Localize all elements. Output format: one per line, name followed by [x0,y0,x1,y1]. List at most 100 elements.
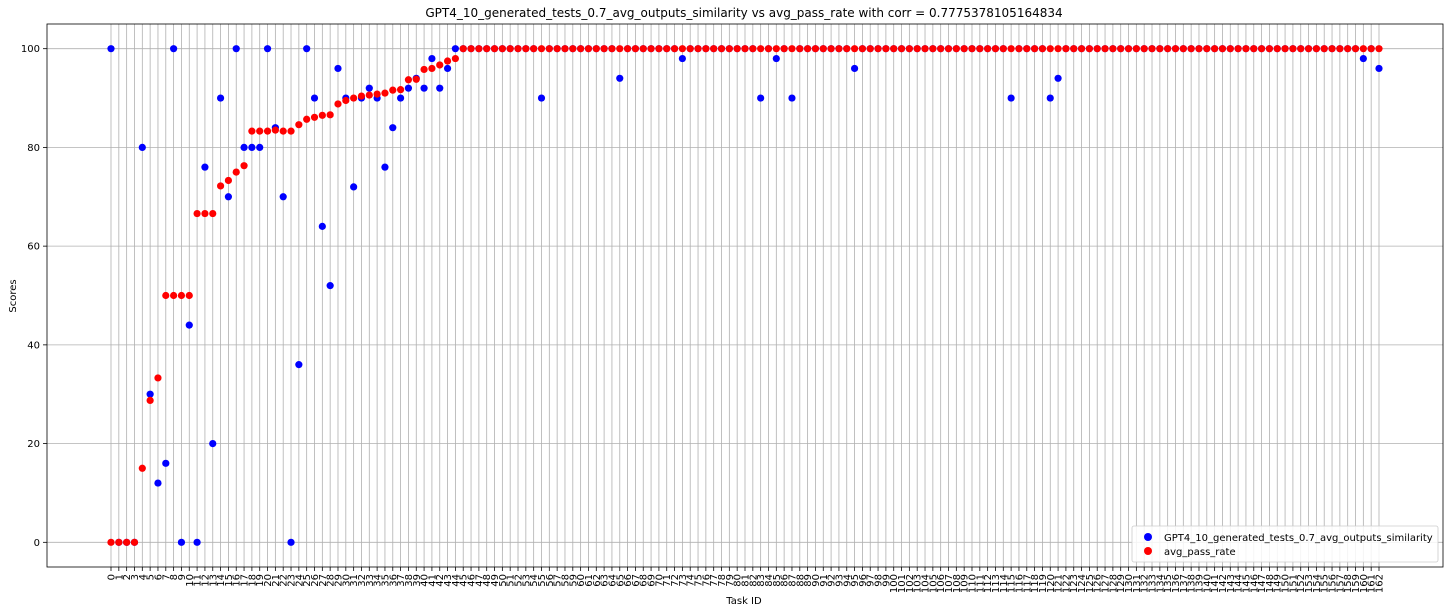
point-avg-pass-rate [138,464,146,472]
x-tick-label: 14 [216,574,227,587]
point-avg-pass-rate [170,291,178,300]
x-tick-label: 54 [529,574,540,587]
point-avg-pass-rate [428,64,436,73]
x-tick-label: 114 [999,574,1010,593]
legend-box [1131,525,1439,563]
x-tick-label: 139 [1194,574,1205,593]
point-outputs-similarity [209,439,217,448]
point-outputs-similarity [107,45,115,53]
x-tick-label: 161 [1367,574,1378,593]
x-tick-label: 91 [819,574,830,587]
x-tick-label: 8 [169,574,180,580]
y-axis-label: Scores [8,279,19,312]
point-avg-pass-rate [404,76,413,84]
point-avg-pass-rate [514,45,522,53]
point-avg-pass-rate [1304,45,1313,53]
point-outputs-similarity [216,94,225,102]
point-avg-pass-rate [256,127,264,135]
x-tick-label: 106 [936,574,947,593]
point-outputs-similarity [154,479,162,487]
x-tick-label: 51 [506,574,517,587]
x-tick-label: 70 [654,574,665,587]
x-tick-label: 108 [952,574,963,593]
x-tick-label: 55 [537,574,548,587]
point-avg-pass-rate [577,45,585,53]
point-avg-pass-rate [1265,45,1274,53]
x-tick-label: 115 [1007,574,1018,593]
point-avg-pass-rate [835,45,843,53]
x-tick-label: 104 [921,574,932,593]
x-tick-label: 30 [341,574,352,587]
point-avg-pass-rate [1344,45,1352,53]
x-tick-label: 5 [146,574,157,580]
point-avg-pass-rate [483,45,491,53]
point-avg-pass-rate [561,45,569,53]
x-tick-label: 10 [185,574,196,587]
point-avg-pass-rate [991,45,1000,53]
point-outputs-similarity [303,45,311,53]
point-avg-pass-rate [905,45,913,53]
point-avg-pass-rate [1336,45,1344,53]
x-tick-label: 153 [1304,574,1315,593]
point-avg-pass-rate [1375,45,1383,53]
point-avg-pass-rate [1164,45,1172,53]
x-tick-label: 97 [866,574,877,587]
point-outputs-similarity [146,390,154,398]
x-tick-label: 33 [365,574,376,587]
point-avg-pass-rate [647,45,655,53]
x-tick-label: 125 [1085,574,1096,593]
point-outputs-similarity [1046,94,1054,102]
point-outputs-similarity [318,222,326,230]
point-avg-pass-rate [443,57,452,65]
x-tick-label: 28 [326,574,337,587]
point-avg-pass-rate [530,45,538,53]
point-outputs-similarity [772,54,780,63]
x-tick-label: 141 [1210,574,1221,593]
x-tick-label: 99 [881,574,892,587]
x-tick-label: 62 [592,574,603,587]
point-avg-pass-rate [1187,45,1195,53]
point-outputs-similarity [295,361,303,369]
point-avg-pass-rate [381,89,389,97]
x-tick-label: 98 [874,574,885,587]
point-avg-pass-rate [365,91,373,99]
x-tick-label: 81 [741,574,752,587]
point-avg-pass-rate [796,45,804,53]
point-outputs-similarity [334,64,342,73]
x-tick-label: 42 [435,574,446,587]
chart-title: GPT4_10_generated_tests_0.7_avg_outputs_… [425,6,1062,20]
point-outputs-similarity [232,45,240,53]
point-avg-pass-rate [584,45,593,53]
x-tick-label: 73 [678,574,689,587]
point-avg-pass-rate [146,396,154,404]
point-outputs-similarity [616,74,624,82]
point-avg-pass-rate [1046,45,1054,53]
y-tick-label: 60 [27,242,40,253]
x-tick-label: 20 [263,574,274,587]
point-avg-pass-rate [475,45,483,53]
point-avg-pass-rate [733,45,741,53]
y-tick-label: 20 [27,439,40,450]
point-avg-pass-rate [819,45,827,53]
point-avg-pass-rate [757,45,765,53]
x-tick-label: 105 [928,574,939,593]
x-tick-label: 7 [161,574,172,580]
x-tick-label: 95 [850,574,861,587]
x-tick-label: 39 [412,574,423,587]
point-avg-pass-rate [858,45,867,53]
point-avg-pass-rate [162,291,170,300]
point-outputs-similarity [177,538,186,546]
point-avg-pass-rate [1124,45,1133,53]
x-tick-label: 160 [1359,574,1370,593]
point-avg-pass-rate [1085,45,1093,53]
point-outputs-similarity [1359,54,1367,63]
point-avg-pass-rate [310,113,319,121]
x-tick-label: 155 [1320,574,1331,593]
x-tick-label: 151 [1288,574,1299,593]
x-tick-label: 154 [1312,574,1323,593]
point-avg-pass-rate [1101,45,1109,53]
point-avg-pass-rate [717,45,726,53]
legend-label-outputs-similarity: GPT4_10_generated_tests_0.7_avg_outputs_… [1164,533,1433,544]
x-tick-label: 146 [1249,574,1260,593]
point-avg-pass-rate [788,45,796,53]
